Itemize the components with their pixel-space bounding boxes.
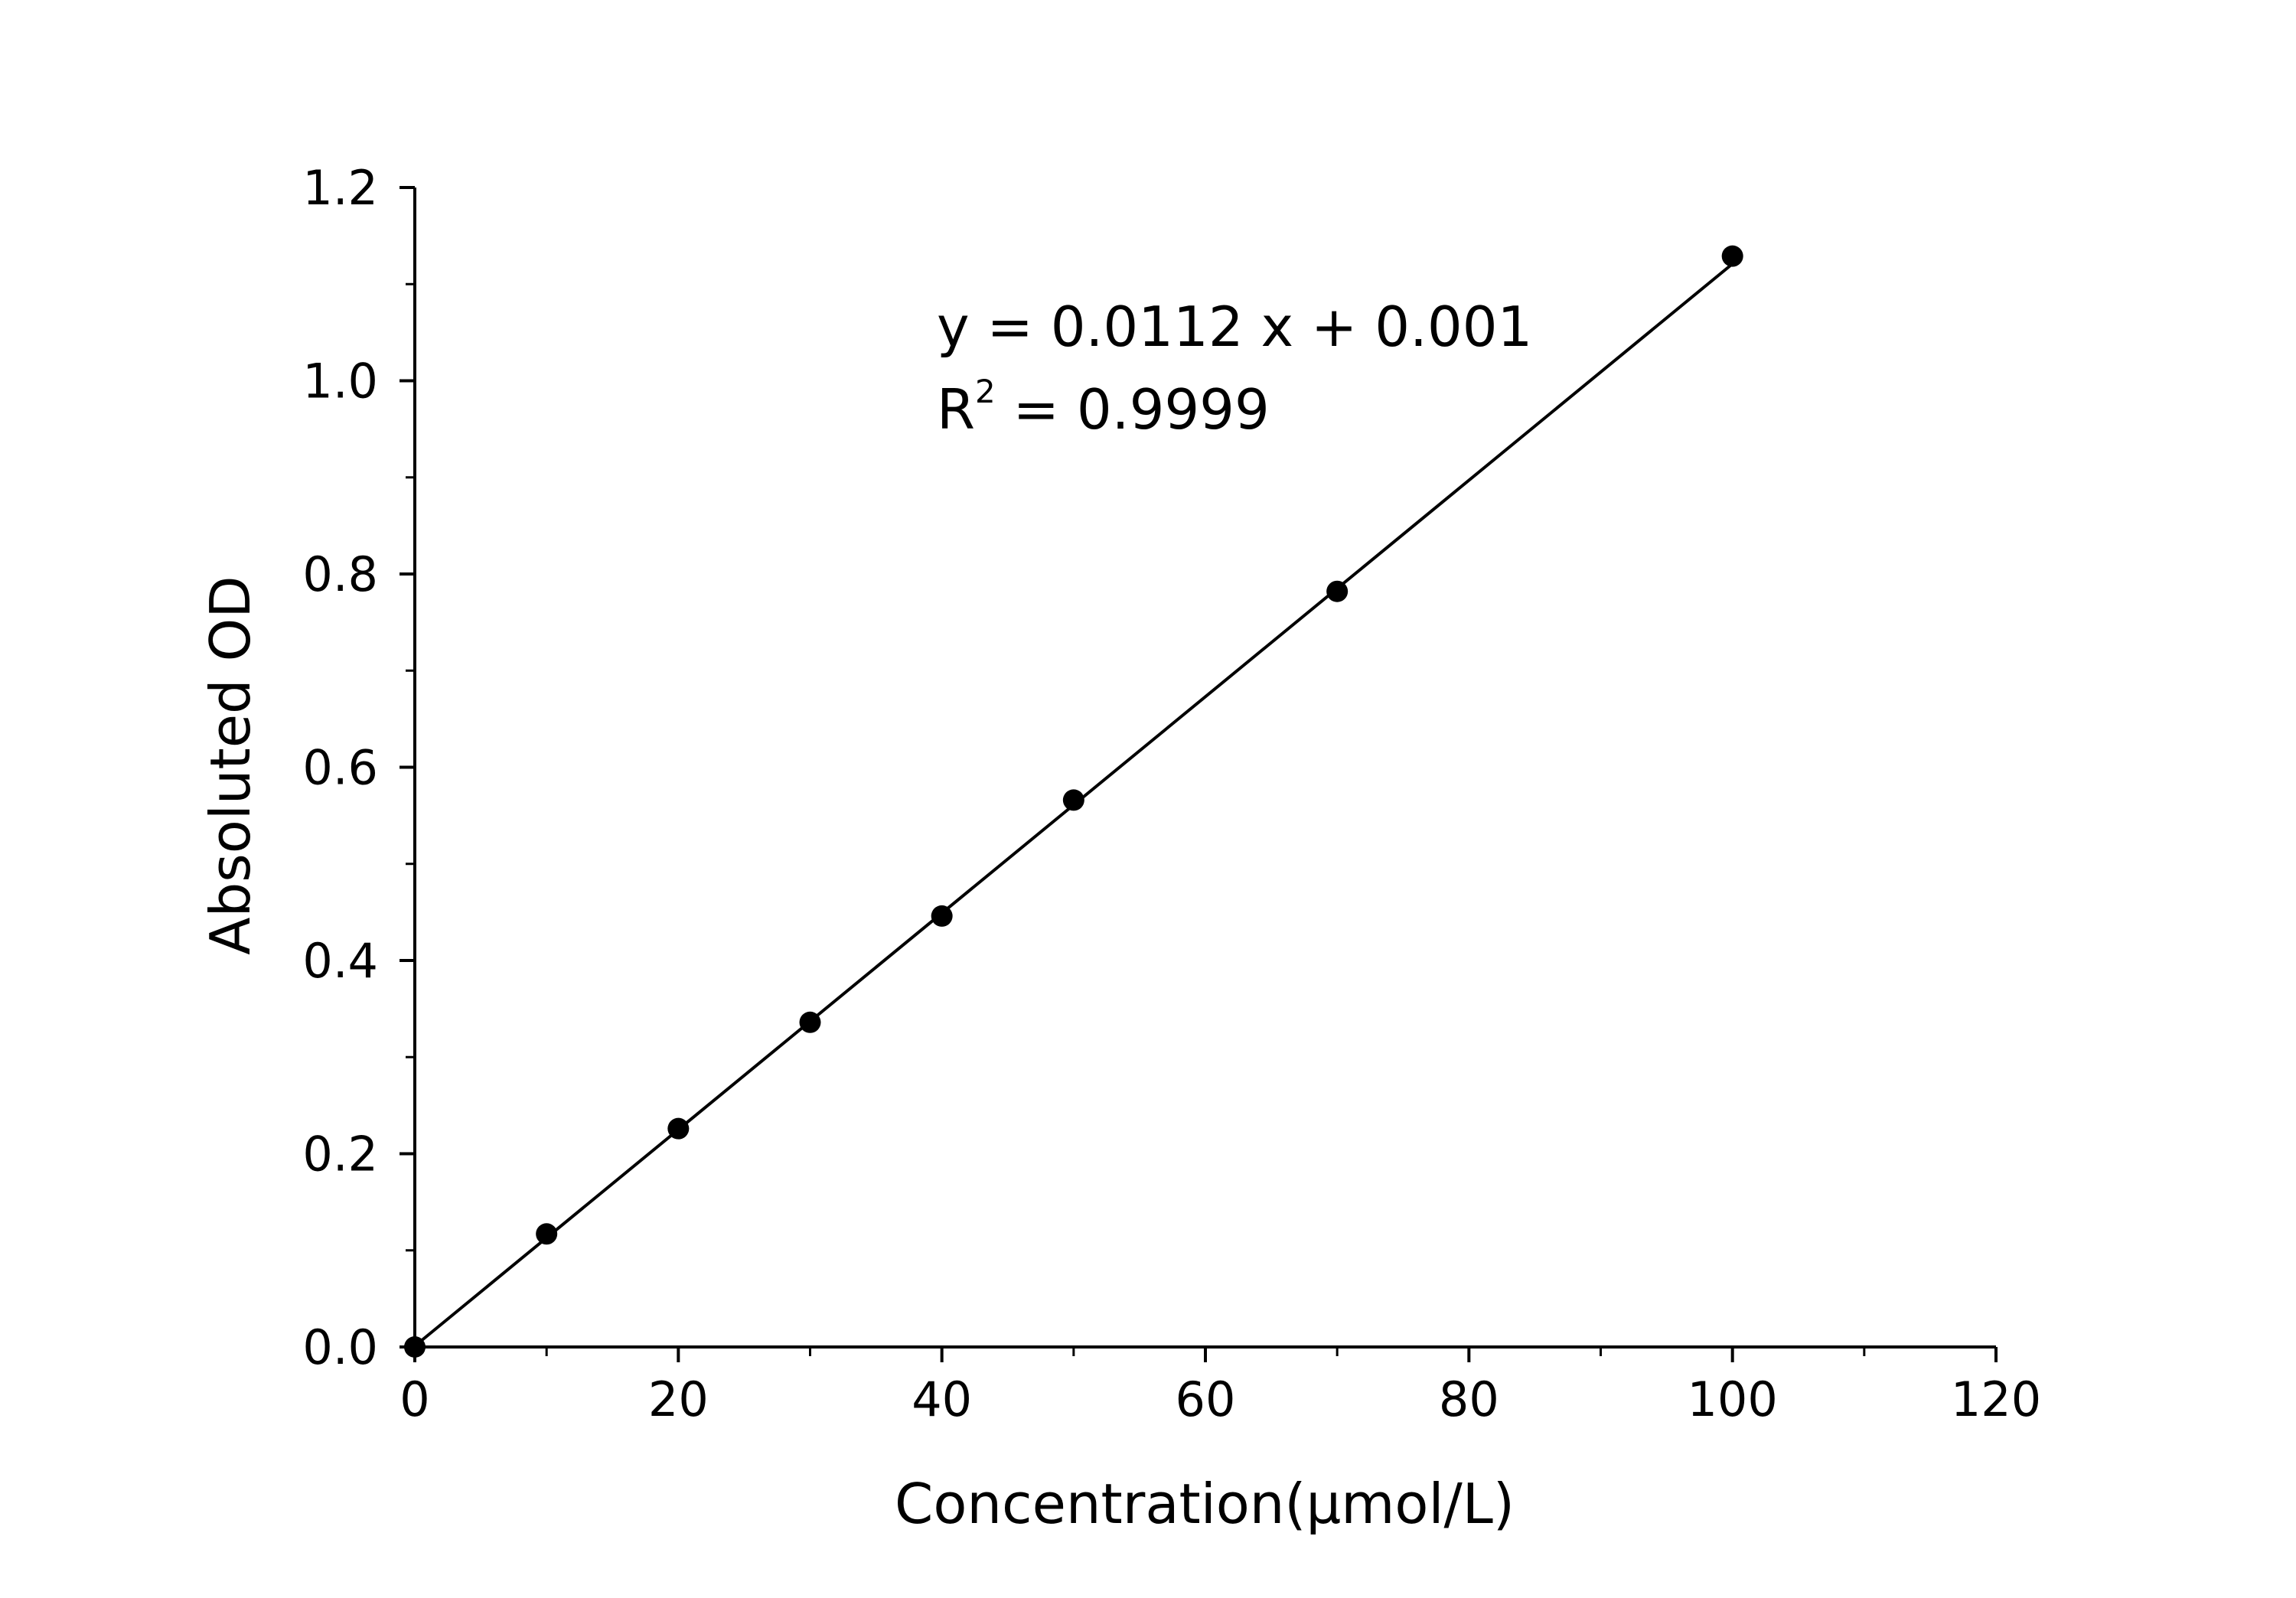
x-tick-label: 60: [1176, 1371, 1236, 1427]
r-squared-exponent: 2: [975, 373, 996, 410]
x-tick-label: 0: [400, 1371, 429, 1427]
x-tick-label: 80: [1439, 1371, 1499, 1427]
data-point: [536, 1223, 558, 1245]
x-tick-label: 100: [1687, 1371, 1777, 1427]
x-tick-label: 40: [912, 1371, 972, 1427]
y-tick-label: 0.4: [302, 933, 378, 989]
y-tick-label: 1.0: [302, 354, 378, 409]
tick-labels: 0 20 40 60 80 100 120 0.0 0.2 0.4 0.6 0.8 1.0 1.2: [302, 160, 2041, 1427]
y-tick-label: 0.2: [302, 1127, 378, 1182]
y-tick-label: 0.0: [302, 1319, 378, 1375]
data-point: [931, 905, 953, 927]
y-axis-label: Absoluted OD: [198, 576, 263, 954]
x-tick-label: 120: [1951, 1371, 2041, 1427]
ticks: [400, 186, 1998, 1362]
data-point: [1062, 789, 1084, 811]
data-point: [667, 1117, 690, 1140]
fit-equation: y = 0.0112 x + 0.001: [937, 295, 1532, 359]
r-squared-base: R: [937, 377, 975, 442]
data-point: [799, 1011, 821, 1033]
data-points: [404, 245, 1743, 1358]
y-tick-label: 0.8: [302, 546, 378, 602]
data-point: [1326, 580, 1349, 602]
r-squared-value: = 0.9999: [996, 377, 1270, 442]
axes: [413, 188, 1996, 1349]
r-squared-annotation: R2 = 0.9999: [937, 373, 1270, 442]
x-tick-label: 20: [648, 1371, 709, 1427]
y-tick-label: 0.6: [302, 740, 378, 796]
x-axis-label: Concentration(μmol/L): [895, 1472, 1515, 1536]
data-point: [404, 1336, 426, 1358]
y-tick-label: 1.2: [302, 160, 378, 216]
data-point: [1721, 245, 1743, 267]
